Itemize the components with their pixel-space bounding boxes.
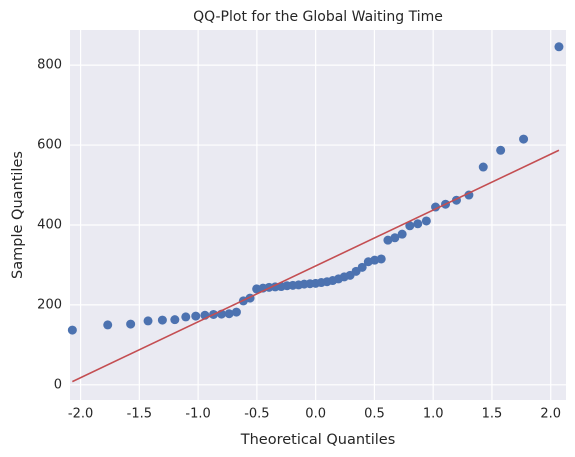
point — [383, 235, 393, 245]
point — [191, 311, 201, 321]
point — [397, 229, 407, 239]
x-tick-label: -2.0 — [68, 407, 93, 422]
point — [421, 216, 431, 226]
point — [405, 221, 415, 231]
y-tick-label: 0 — [54, 377, 62, 392]
x-tick-label: 0.5 — [364, 407, 385, 422]
point — [126, 319, 136, 329]
point — [376, 254, 386, 264]
x-tick-label: -1.0 — [185, 407, 210, 422]
x-tick-label: 0.0 — [305, 407, 326, 422]
point — [103, 320, 113, 330]
x-tick-label: -1.5 — [127, 407, 152, 422]
x-tick-label: -0.5 — [244, 407, 269, 422]
x-axis-label: Theoretical Quantiles — [240, 432, 396, 448]
point — [554, 42, 564, 52]
point — [357, 262, 367, 272]
x-tick-label: 1.0 — [423, 407, 444, 422]
y-tick-label: 200 — [37, 297, 62, 312]
point — [181, 312, 191, 322]
y-axis-label: Sample Quantiles — [10, 151, 26, 279]
x-tick-label: 2.0 — [540, 407, 561, 422]
x-tick-label: 1.5 — [482, 407, 503, 422]
point — [143, 316, 153, 326]
point — [413, 219, 423, 229]
plot-area — [70, 30, 566, 400]
chart-title: QQ-Plot for the Global Waiting Time — [193, 9, 443, 25]
point — [170, 315, 180, 325]
reference-line — [72, 149, 560, 383]
point — [231, 307, 241, 317]
point — [390, 233, 400, 243]
y-tick-label: 600 — [37, 138, 62, 153]
point — [67, 325, 77, 335]
point — [157, 315, 167, 325]
y-tick-label: 800 — [37, 58, 62, 73]
y-tick-label: 400 — [37, 217, 62, 232]
point — [519, 134, 529, 144]
point — [478, 162, 488, 172]
point — [224, 309, 234, 319]
point — [496, 145, 506, 155]
